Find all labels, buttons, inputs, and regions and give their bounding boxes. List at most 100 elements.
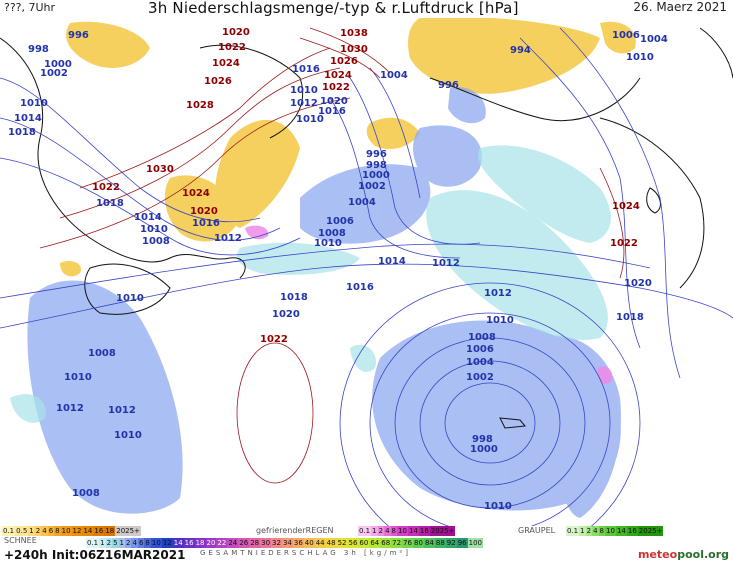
- isobar-label: 1010: [290, 85, 318, 96]
- isobar-label: 1006: [466, 344, 494, 355]
- isobar-label: 1018: [8, 127, 36, 138]
- isobar-label: 1024: [324, 70, 352, 81]
- legend-cell: 1: [371, 526, 378, 536]
- legend-cell: 68: [380, 538, 392, 548]
- isobar-label: 1010: [484, 501, 512, 512]
- legend-cell: 20: [205, 538, 217, 548]
- isobar-label: 1002: [358, 181, 386, 192]
- isobar-label: 1022: [610, 238, 638, 249]
- legend-cell: 1: [579, 526, 586, 536]
- legend-cell: 24: [227, 538, 239, 548]
- legend-cell: 2: [377, 526, 385, 536]
- legend-cell: 16: [183, 538, 195, 548]
- isobar-label: 1024: [212, 58, 240, 69]
- legend-cell: 4: [592, 526, 599, 536]
- legend-cell: 16: [626, 526, 638, 536]
- meteopool-logo: meteopool.org: [638, 548, 729, 561]
- freezing-rain-label: gefrierenderREGEN: [256, 526, 334, 535]
- legend-cell: 1: [28, 526, 35, 536]
- graupel-scale: 0.1 1 2 4 8 10 14 16 2025+: [566, 526, 664, 536]
- isobar-label: 1026: [204, 76, 232, 87]
- isobar-label: 1016: [192, 218, 220, 229]
- isobar-label: 1012: [432, 258, 460, 269]
- isobar-labels: 996 998 1000 1002 1010 1014 1018 1020 10…: [8, 27, 668, 512]
- isobar-label: 1022: [260, 334, 288, 345]
- legend-cell: 48: [325, 538, 337, 548]
- legend-cell: 2: [125, 538, 132, 548]
- isobar-label: 1008: [88, 348, 116, 359]
- map-title: 3h Niederschlagsmenge/-typ & r.Luftdruck…: [148, 0, 519, 17]
- legend-cell: 2: [34, 526, 42, 536]
- total-precip-label: GESAMTNIEDERSCHLAG 3h [kg/m²]: [200, 549, 411, 557]
- legend-cell: 8: [598, 526, 606, 536]
- legend-cell: 34: [281, 538, 293, 548]
- isobar-label: 1014: [134, 212, 162, 223]
- legend-cell: 80: [413, 538, 424, 548]
- isobar-label: 1012: [214, 233, 242, 244]
- isobar-label: 1008: [318, 228, 346, 239]
- isobar-label: 996: [438, 80, 459, 91]
- legend-cell: 40: [303, 538, 315, 548]
- legend-cell: 10: [150, 538, 162, 548]
- isobar-label: 1020: [272, 309, 300, 320]
- isobar-label: 1012: [484, 288, 512, 299]
- legend-cell: 26: [238, 538, 250, 548]
- legend-cell: 10: [60, 526, 72, 536]
- isobar-label: 1010: [20, 98, 48, 109]
- rain-scale: 0.1 1 2 5 1 2 4 6 8 10 12 14 16 18 20 22…: [86, 538, 483, 548]
- isobar-label: 1018: [616, 312, 644, 323]
- legend-cell: 4: [41, 526, 48, 536]
- legend-cell: 14: [172, 538, 184, 548]
- legend-cell: 0.5: [15, 526, 29, 536]
- legend-cell: 56: [347, 538, 359, 548]
- legend-cell: 0.1: [358, 526, 372, 536]
- isobar-label: 1016: [292, 64, 320, 75]
- legend-cell: 60: [358, 538, 370, 548]
- isobar-label: 1024: [612, 201, 640, 212]
- legend-cell: 0.1: [566, 526, 580, 536]
- isobar-label: 1030: [146, 164, 174, 175]
- legend-cell: 6: [137, 538, 145, 548]
- isobar-label: 1030: [340, 44, 368, 55]
- legend-cell: 16: [418, 526, 430, 536]
- isobar-label: 1010: [486, 315, 514, 326]
- legend-cell: 8: [390, 526, 398, 536]
- legend-cell: 10: [397, 526, 408, 536]
- legend-cell: 72: [391, 538, 403, 548]
- legend-cell: 88: [434, 538, 446, 548]
- forecast-run: +240h Init:06Z16MAR2021: [4, 548, 186, 562]
- precip-pink: [245, 225, 613, 384]
- isobar-label: 996: [68, 30, 89, 41]
- logo-suffix: pool.org: [677, 548, 729, 561]
- isobar-label: 1012: [56, 403, 84, 414]
- legend-cell: 2: [105, 538, 113, 548]
- isobar-label: 1006: [326, 216, 354, 227]
- isobar-label: 1006: [612, 30, 640, 41]
- isobar-label: 1018: [96, 198, 124, 209]
- isobar-label: 1004: [348, 197, 376, 208]
- snow-scale: 0.1 0.5 1 2 4 6 8 10 12 14 16 18 2025+: [2, 526, 141, 536]
- isobar-label: 1022: [322, 82, 350, 93]
- isobar-label: 1000: [362, 170, 390, 181]
- snow-label: SCHNEE: [4, 536, 37, 545]
- legend-cell: 18: [194, 538, 206, 548]
- legend-cell: 8: [144, 538, 151, 548]
- isobar-label: 1014: [14, 113, 42, 124]
- legend-cell: 92: [445, 538, 457, 548]
- legend-cell: 100: [467, 538, 483, 548]
- isobar-label: 1002: [40, 68, 68, 79]
- isobar-label: 1010: [296, 114, 324, 125]
- legend-cell: 36: [292, 538, 304, 548]
- legend-cell: 5: [112, 538, 119, 548]
- isobar-label: 1020: [190, 206, 218, 217]
- isobar-label: 1022: [218, 42, 246, 53]
- precip-teal: [10, 145, 611, 423]
- legend-cell: 2025+: [429, 526, 456, 536]
- isobar-label: 1016: [318, 106, 346, 117]
- legend-cell: 4: [131, 538, 138, 548]
- isobar-label: 1010: [626, 52, 654, 63]
- isobar-label: 1010: [116, 293, 144, 304]
- legend-cell: 6: [47, 526, 55, 536]
- isobar-label: 1008: [142, 236, 170, 247]
- isobar-label: 994: [510, 45, 531, 56]
